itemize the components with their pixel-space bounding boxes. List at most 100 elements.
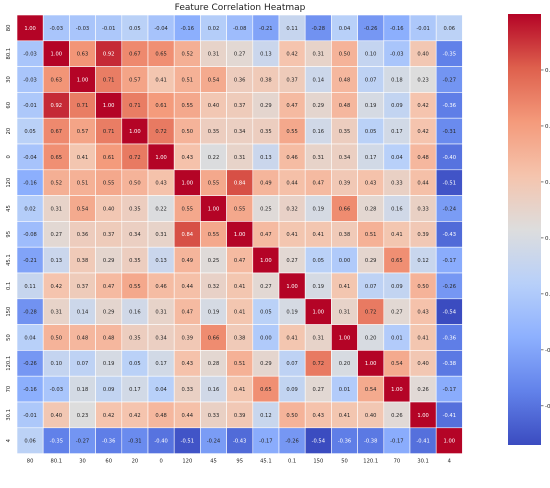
y-tick-label: 0 <box>6 155 12 158</box>
y-tick-label: 20 <box>6 128 12 135</box>
x-tick-label: 0 <box>159 459 162 465</box>
heatmap-cell <box>331 117 358 145</box>
heatmap-cell <box>173 117 201 145</box>
cell-value-label: 0.43 <box>182 361 194 367</box>
heatmap-cell <box>331 66 358 93</box>
cell-value-label: -0.26 <box>443 284 456 290</box>
cell-value-label: 0.20 <box>339 361 351 367</box>
cell-value-label: 0.37 <box>286 77 298 83</box>
cell-value-label: 0.55 <box>182 206 194 212</box>
cell-value-label: 0.42 <box>51 284 63 290</box>
heatmap-cell <box>435 92 463 119</box>
heatmap-cell <box>278 350 306 377</box>
heatmap-cell <box>278 221 306 248</box>
cell-value-label: -0.43 <box>233 439 246 445</box>
cell-value-label: 0.19 <box>208 310 220 316</box>
cell-value-label: 0.50 <box>51 335 63 341</box>
x-tick-label: 45 <box>210 459 217 465</box>
cell-value-label: -0.16 <box>181 26 194 32</box>
cell-value-label: 0.38 <box>234 335 246 341</box>
cell-value-label: 0.43 <box>182 155 194 161</box>
cell-value-label: 0.41 <box>391 232 403 238</box>
cell-value-label: -0.21 <box>259 26 272 32</box>
cell-value-label: 0.14 <box>77 310 89 316</box>
heatmap-cell <box>409 350 437 377</box>
cell-value-label: 0.12 <box>417 258 429 264</box>
heatmap-cell <box>409 169 437 196</box>
heatmap-cell <box>331 375 358 403</box>
heatmap-cell <box>304 298 332 325</box>
cell-value-label: 0.35 <box>129 258 141 264</box>
cell-value-label: 0.72 <box>365 310 377 316</box>
heatmap-cell <box>42 92 70 119</box>
heatmap-cell <box>200 14 227 42</box>
cell-value-label: 0.55 <box>208 232 220 238</box>
cell-value-label: 0.19 <box>365 103 377 109</box>
heatmap-cell <box>357 375 385 403</box>
cell-value-label: 0.35 <box>208 129 220 135</box>
heatmap-cell <box>121 92 149 119</box>
heatmap-cell <box>226 401 254 429</box>
x-tick-label: 80 <box>27 459 34 465</box>
heatmap-cell <box>121 350 149 377</box>
cell-value-label: 0.52 <box>51 181 63 187</box>
heatmap-cell <box>226 117 254 145</box>
heatmap-cell <box>357 40 385 67</box>
heatmap-cell <box>200 298 227 325</box>
heatmap-cell <box>278 169 306 196</box>
cell-value-label: -0.03 <box>23 77 36 83</box>
heatmap-cell <box>147 324 175 351</box>
cell-value-label: -0.03 <box>390 52 403 58</box>
cell-value-label: 0.09 <box>286 387 298 393</box>
cell-value-label: -0.40 <box>154 439 167 445</box>
cell-value-label: 0.39 <box>234 413 246 419</box>
heatmap-cell <box>95 324 123 351</box>
heatmap-cell <box>200 195 227 222</box>
heatmap-cell <box>304 66 332 93</box>
cell-value-label: 0.51 <box>182 77 194 83</box>
y-tick-label: 80.1 <box>6 48 12 60</box>
cell-value-label: 0.54 <box>391 361 403 367</box>
cell-value-label: 0.54 <box>208 77 220 83</box>
heatmap-cell <box>173 246 201 274</box>
cell-value-label: 0.35 <box>339 129 351 135</box>
cell-value-label: 0.25 <box>208 258 220 264</box>
x-tick-label: 150 <box>313 459 323 465</box>
cell-value-label: 0.67 <box>129 52 141 58</box>
cell-value-label: 0.50 <box>286 413 298 419</box>
heatmap-cell <box>69 324 96 351</box>
heatmap-cell <box>304 14 332 42</box>
cell-value-label: 0.16 <box>313 129 325 135</box>
cell-value-label: 0.41 <box>417 335 429 341</box>
y-tick-label: 45 <box>6 205 12 212</box>
heatmap-cell <box>147 401 175 429</box>
cell-value-label: 0.34 <box>155 335 167 341</box>
cell-value-label: 0.42 <box>286 52 298 58</box>
heatmap-cell <box>383 246 411 274</box>
heatmap-cell <box>357 66 385 93</box>
heatmap-cell <box>42 117 70 145</box>
cell-value-label: -0.01 <box>102 26 115 32</box>
heatmap-cell <box>278 66 306 93</box>
cell-value-label: 0.26 <box>417 387 429 393</box>
cell-value-label: 0.27 <box>260 284 272 290</box>
heatmap-cell <box>173 350 201 377</box>
cell-value-label: 1.00 <box>77 77 89 83</box>
cell-value-label: 0.16 <box>208 387 220 393</box>
heatmap-cell <box>383 117 411 145</box>
cell-value-label: 0.72 <box>313 361 325 367</box>
cell-value-label: 0.55 <box>234 206 246 212</box>
heatmap-cell <box>173 221 201 248</box>
heatmap-cell <box>147 427 175 454</box>
heatmap-cell <box>95 350 123 377</box>
x-tick-label: 120.1 <box>363 459 378 465</box>
cell-value-label: 0.42 <box>417 129 429 135</box>
cell-value-label: 0.33 <box>182 387 194 393</box>
heatmap-cell <box>304 143 332 171</box>
cell-value-label: 0.06 <box>24 439 36 445</box>
cell-value-label: 0.29 <box>260 103 272 109</box>
heatmap-cell <box>278 143 306 171</box>
heatmap-cell <box>383 195 411 222</box>
heatmap-cell <box>69 169 96 196</box>
cell-value-label: 0.51 <box>77 181 89 187</box>
